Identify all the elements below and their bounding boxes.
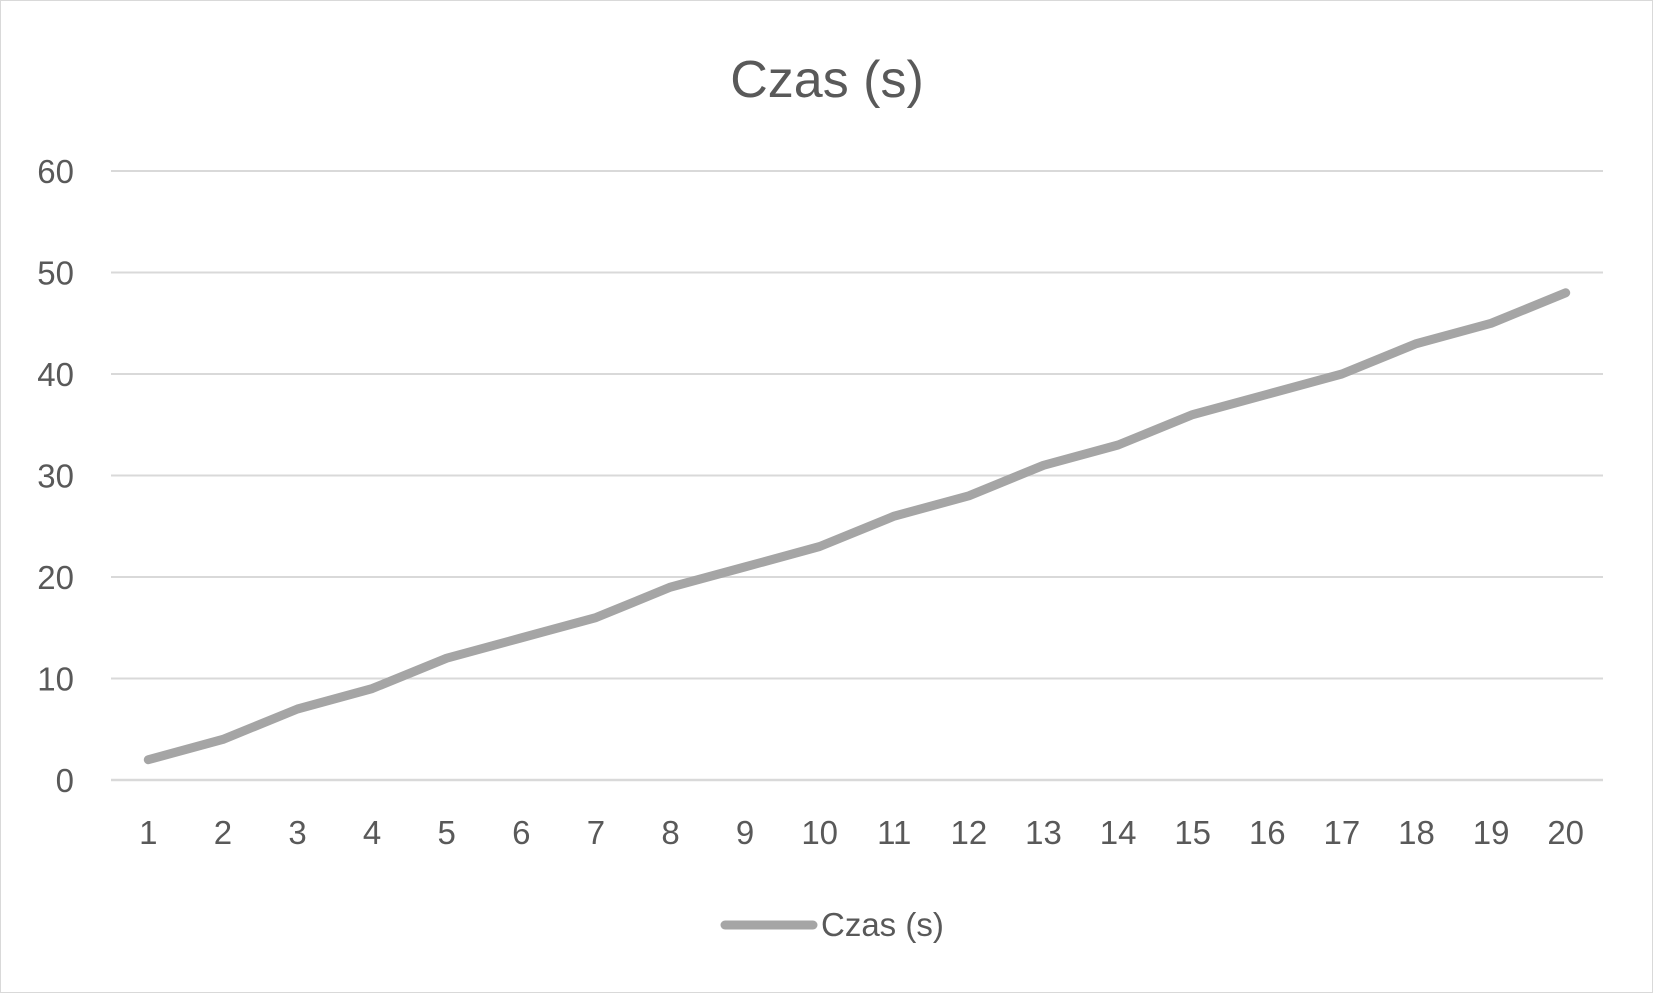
legend: Czas (s)	[720, 906, 944, 943]
x-tick-label: 5	[438, 814, 456, 851]
x-tick-label: 20	[1547, 814, 1584, 851]
x-tick-label: 4	[363, 814, 381, 851]
x-tick-label: 2	[214, 814, 232, 851]
y-tick-label: 20	[37, 559, 74, 596]
x-tick-label: 14	[1100, 814, 1137, 851]
chart-title: Czas (s)	[730, 51, 924, 109]
x-tick-label: 11	[877, 814, 911, 851]
x-axis-tick-labels: 1 2 3 4 5 6 7 8 9 10 11 12 13 14 15 16 17 18 19 20	[139, 814, 1584, 851]
x-tick-label: 19	[1473, 814, 1510, 851]
x-tick-label: 8	[661, 814, 679, 851]
y-tick-label: 60	[37, 153, 74, 190]
x-tick-label: 7	[587, 814, 605, 851]
y-tick-label: 50	[37, 255, 74, 292]
series-line	[143, 288, 1571, 765]
series-layer	[143, 288, 1571, 765]
x-tick-label: 17	[1324, 814, 1361, 851]
legend-label: Czas (s)	[821, 906, 944, 943]
y-axis-tick-labels: 0 10 20 30 40 50 60	[37, 153, 74, 799]
x-tick-label: 9	[736, 814, 754, 851]
y-tick-label: 40	[37, 356, 74, 393]
x-tick-label: 10	[801, 814, 838, 851]
x-tick-label: 1	[139, 814, 157, 851]
y-tick-label: 30	[37, 458, 74, 495]
gridlines	[111, 170, 1603, 782]
x-tick-label: 15	[1174, 814, 1211, 851]
y-tick-label: 0	[56, 762, 74, 799]
x-tick-label: 6	[512, 814, 530, 851]
x-tick-label: 18	[1398, 814, 1435, 851]
x-tick-label: 13	[1025, 814, 1062, 851]
x-tick-label: 16	[1249, 814, 1286, 851]
x-tick-label: 12	[951, 814, 988, 851]
y-tick-label: 10	[37, 661, 74, 698]
x-tick-label: 3	[288, 814, 306, 851]
